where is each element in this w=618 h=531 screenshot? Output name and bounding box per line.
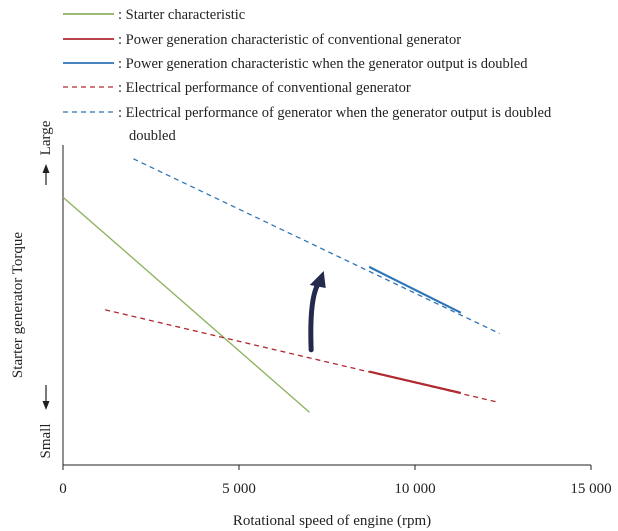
series-line-5: [133, 158, 500, 335]
legend-series-name: Power generation characteristic of conve…: [126, 32, 462, 48]
legend-label-5: : Electrical performance of generator wh…: [118, 105, 552, 121]
legend-label-2: : Power generation characteristic of con…: [118, 32, 461, 48]
legend-colon: :: [118, 80, 126, 96]
x-tick-label: 15 000: [570, 481, 611, 497]
series-line-1: [62, 196, 310, 413]
x-tick-label: 0: [59, 481, 67, 497]
y-up-arrowhead: [42, 164, 50, 173]
y-down-arrowhead: [42, 401, 50, 410]
y-axis-label: Starter generator Torque: [10, 232, 26, 378]
y-axis-label-large: Large: [38, 120, 54, 155]
x-axis-label: Rotational speed of engine (rpm): [233, 513, 431, 529]
y-axis-label-small: Small: [38, 423, 54, 458]
annotation-layer: [308, 271, 326, 353]
legend-colon: :: [118, 32, 126, 48]
series-layer: [62, 158, 500, 413]
curved-arrowhead: [309, 271, 326, 288]
axes: [62, 145, 591, 466]
legend-series-name: Electrical performance of conventional g…: [126, 80, 411, 96]
legend-label-continuation: doubled: [129, 128, 176, 144]
legend-colon: :: [118, 105, 126, 121]
x-tick-label: 5 000: [222, 481, 256, 497]
legend: : Starter characteristic: Power generati…: [63, 7, 552, 144]
x-tick-label: 10 000: [394, 481, 435, 497]
series-line-3: [368, 265, 462, 314]
legend-colon: :: [118, 7, 126, 23]
curved-arrow-shaft: [308, 280, 322, 353]
legend-series-name: Electrical performance of generator when…: [126, 105, 552, 121]
legend-label-3: : Power generation characteristic when t…: [118, 56, 528, 72]
x-ticks: 0 5 000 10 000 15 000: [59, 465, 612, 497]
series-line-4: [105, 309, 500, 404]
legend-label-1: : Starter characteristic: [118, 7, 245, 23]
legend-series-name: Power generation characteristic when the…: [126, 56, 529, 72]
legend-colon: :: [118, 56, 126, 72]
legend-label-4: : Electrical performance of conventional…: [118, 80, 411, 96]
legend-series-name: Starter characteristic: [126, 7, 246, 23]
